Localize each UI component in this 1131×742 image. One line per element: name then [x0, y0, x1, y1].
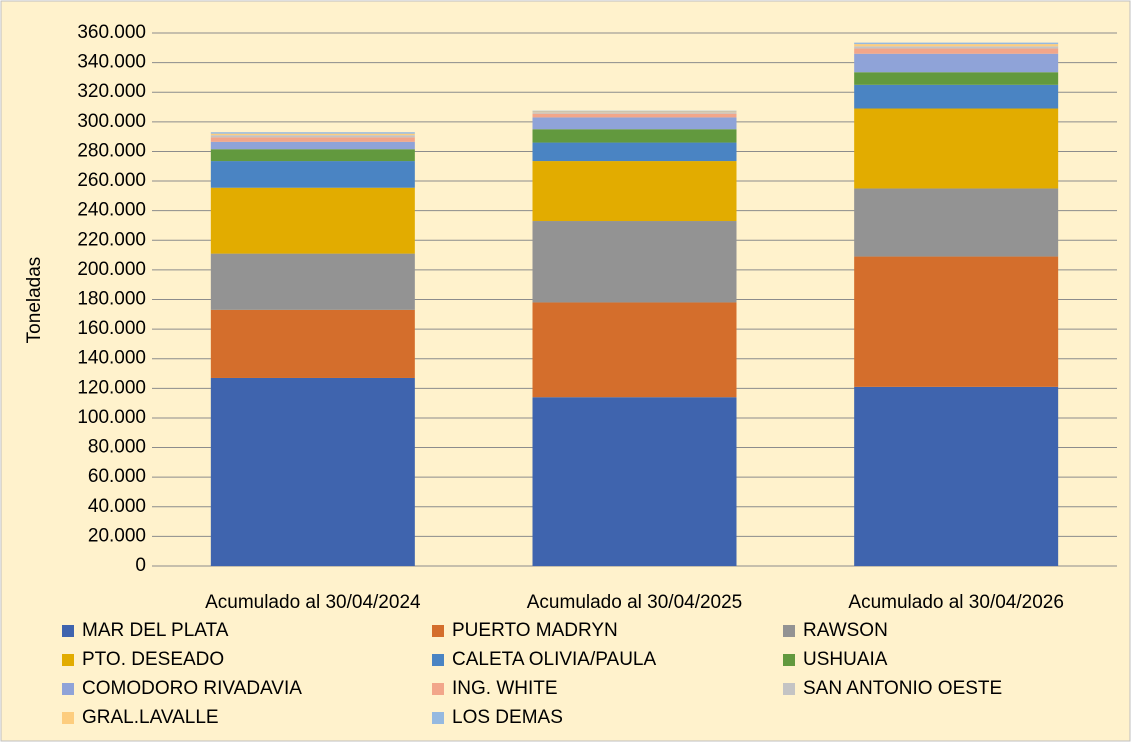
legend-swatch: [432, 712, 444, 724]
y-tick-label: 280.000: [77, 140, 146, 161]
bar-segment: [854, 42, 1059, 45]
legend-label: SAN ANTONIO OESTE: [803, 678, 1002, 699]
legend-swatch: [783, 654, 795, 666]
bar-segment: [532, 112, 737, 114]
legend-swatch: [62, 712, 74, 724]
bar-segment: [532, 142, 737, 162]
x-tick-label: Acumulado al 30/04/2024: [205, 592, 421, 613]
bar-segment: [854, 386, 1059, 566]
y-tick-label: 360.000: [77, 22, 146, 43]
y-tick-label: 100.000: [77, 407, 146, 428]
bar-segment: [854, 72, 1059, 85]
bar-segment: [854, 44, 1059, 47]
y-tick-label: 80.000: [88, 437, 146, 458]
legend-label: USHUAIA: [803, 649, 888, 670]
bar-segment: [854, 188, 1059, 257]
bar-segment: [532, 111, 737, 113]
y-axis-label: Toneladas: [24, 257, 45, 344]
bar-segment: [854, 48, 1059, 54]
y-tick-label: 120.000: [77, 377, 146, 398]
bar-segment: [532, 113, 737, 118]
y-tick-label: 180.000: [77, 289, 146, 310]
y-tick-label: 220.000: [77, 229, 146, 250]
bar-segment: [532, 397, 737, 566]
bar-segment: [532, 302, 737, 398]
legend-swatch: [62, 654, 74, 666]
legend-label: MAR DEL PLATA: [82, 620, 229, 641]
bar-segment: [532, 129, 737, 143]
legend-swatch: [62, 683, 74, 695]
bar-segment: [210, 135, 415, 138]
legend-swatch: [62, 625, 74, 637]
bar-segment: [210, 253, 415, 310]
legend-label: PUERTO MADRYN: [452, 620, 618, 641]
legend-label: PTO. DESEADO: [82, 649, 224, 670]
y-tick-label: 200.000: [77, 259, 146, 280]
legend-label: ING. WHITE: [452, 678, 558, 699]
bar-segment: [210, 132, 415, 134]
bar-segment: [854, 256, 1059, 387]
y-tick-label: 320.000: [77, 81, 146, 102]
bar-segment: [854, 46, 1059, 49]
legend-label: COMODORO RIVADAVIA: [82, 678, 302, 699]
legend-swatch: [783, 625, 795, 637]
legend-label: CALETA OLIVIA/PAULA: [452, 649, 656, 670]
y-tick-label: 20.000: [88, 525, 146, 546]
bar-segment: [854, 53, 1059, 73]
bar-segment: [210, 141, 415, 150]
y-tick-label: 140.000: [77, 348, 146, 369]
legend-swatch: [783, 683, 795, 695]
bar-segment: [532, 161, 737, 222]
y-tick-label: 260.000: [77, 170, 146, 191]
bar-segment: [532, 117, 737, 130]
bar-segment: [532, 110, 737, 112]
bar-segment: [210, 133, 415, 136]
legend-label: GRAL.LAVALLE: [82, 707, 219, 728]
y-tick-label: 40.000: [88, 496, 146, 517]
bar-segment: [210, 377, 415, 566]
legend-swatch: [432, 625, 444, 637]
bar-segment: [210, 187, 415, 254]
legend-label: RAWSON: [803, 620, 888, 641]
bar-segment: [854, 108, 1059, 189]
x-tick-label: Acumulado al 30/04/2026: [848, 592, 1064, 613]
x-tick-label: Acumulado al 30/04/2025: [527, 592, 743, 613]
y-tick-label: 0: [135, 555, 146, 576]
bar-segment: [210, 137, 415, 142]
y-tick-label: 60.000: [88, 466, 146, 487]
bar-segment: [854, 84, 1059, 109]
legend-swatch: [432, 683, 444, 695]
y-tick-label: 300.000: [77, 111, 146, 132]
bar-segment: [532, 221, 737, 303]
bar-segment: [210, 309, 415, 378]
bar-segment: [210, 161, 415, 188]
bar-segment: [210, 149, 415, 162]
legend-label: LOS DEMAS: [452, 707, 563, 728]
y-tick-label: 240.000: [77, 200, 146, 221]
y-tick-label: 340.000: [77, 52, 146, 73]
y-tick-label: 160.000: [77, 318, 146, 339]
legend-swatch: [432, 654, 444, 666]
